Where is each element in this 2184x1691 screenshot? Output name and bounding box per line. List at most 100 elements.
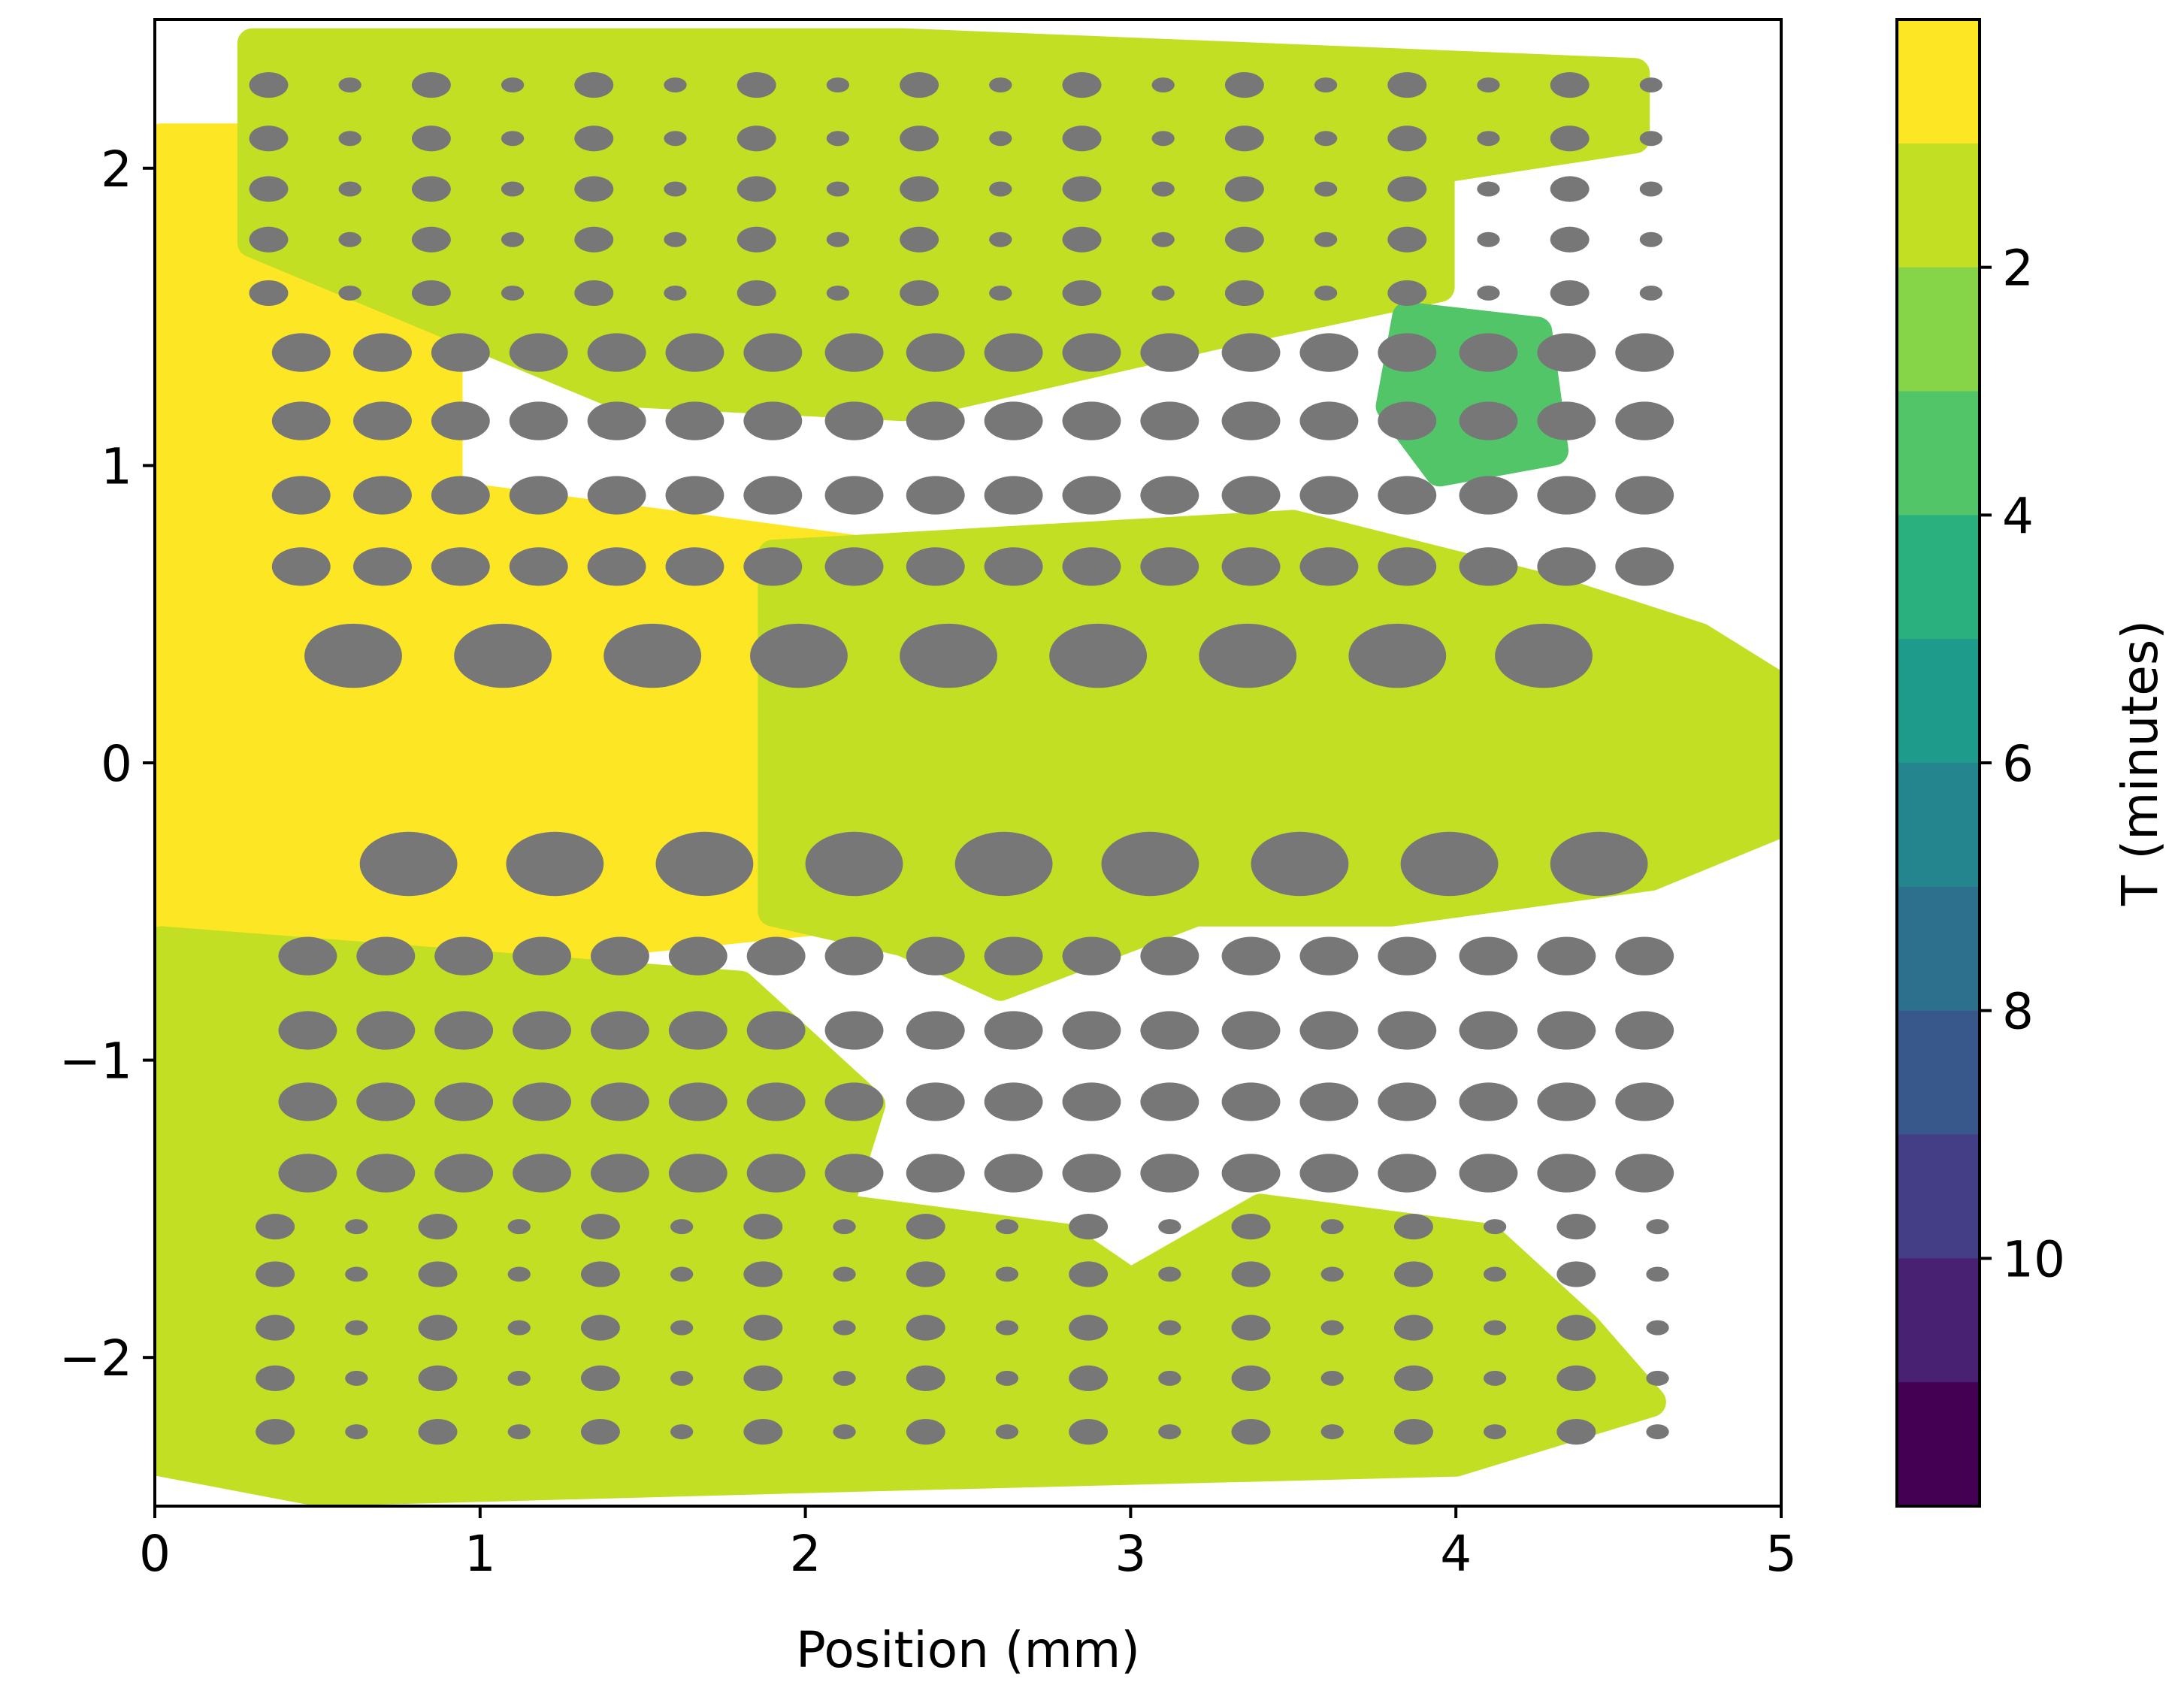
dot-r1-c0	[249, 126, 289, 152]
dot-r13-c1	[356, 1082, 416, 1121]
y-axis: −2 −1 0 1 2	[59, 141, 155, 1387]
dot-r2-c7	[826, 181, 850, 197]
dot-r6-c2	[431, 401, 490, 440]
dot-r16-c17	[1646, 1266, 1669, 1282]
dot-r16-c4	[580, 1261, 620, 1287]
dot-r13-c16	[1537, 1082, 1596, 1121]
dot-r6-c13	[1299, 401, 1359, 440]
dot-r8-c5	[665, 547, 724, 586]
dot-r16-c15	[1483, 1266, 1507, 1282]
dot-r0-c6	[737, 71, 776, 98]
dot-r10-c1	[506, 831, 604, 897]
dot-r19-c9	[995, 1424, 1019, 1440]
dot-r7-c9	[984, 476, 1043, 515]
dot-r8-c3	[509, 547, 568, 586]
x-tick-label-2: 2	[790, 1525, 821, 1583]
dot-r18-c15	[1483, 1370, 1507, 1386]
dot-r5-c3	[509, 333, 568, 372]
dot-r1-c9	[989, 131, 1012, 147]
dot-r0-c16	[1550, 71, 1590, 98]
dot-r11-c13	[1299, 936, 1359, 976]
dot-r10-c6	[1251, 831, 1349, 897]
colorbar-tick-label-1: 4	[2002, 487, 2034, 545]
dot-r3-c8	[900, 226, 939, 253]
dot-r6-c0	[271, 401, 331, 440]
dot-r18-c5	[670, 1370, 694, 1386]
dot-r1-c3	[501, 131, 525, 147]
dot-r13-c4	[590, 1082, 649, 1121]
dot-r15-c5	[670, 1219, 694, 1235]
dot-r4-c13	[1314, 285, 1338, 301]
x-tick-label-3: 3	[1115, 1525, 1146, 1583]
dot-r7-c17	[1615, 476, 1674, 515]
dot-r3-c6	[737, 226, 776, 253]
dot-r1-c15	[1477, 131, 1500, 147]
dot-r4-c15	[1477, 285, 1500, 301]
dot-r13-c17	[1615, 1082, 1674, 1121]
dot-r0-c10	[1062, 71, 1102, 98]
region-middle-band	[758, 510, 1781, 1001]
dot-r18-c13	[1320, 1370, 1344, 1386]
dot-r16-c11	[1158, 1266, 1181, 1282]
dot-r7-c10	[1062, 476, 1121, 515]
colorbar-level-8	[1897, 1010, 1980, 1136]
region-lower-green	[155, 926, 1666, 1506]
dot-r18-c0	[256, 1365, 295, 1391]
dot-r14-c3	[513, 1154, 571, 1193]
dot-r6-c6	[743, 401, 803, 440]
dot-r15-c8	[906, 1214, 945, 1240]
dot-r12-c12	[1221, 1011, 1281, 1050]
dot-r13-c13	[1299, 1082, 1359, 1121]
dot-r18-c4	[580, 1365, 620, 1391]
colorbar-level-10	[1897, 1258, 1980, 1384]
colorbar-tick-label-2: 6	[2002, 735, 2034, 793]
dot-r9-c0	[304, 623, 402, 688]
colorbar-level-4	[1897, 515, 1980, 640]
dot-r8-c2	[431, 547, 490, 586]
dot-r11-c5	[668, 936, 727, 976]
dot-r4-c6	[737, 280, 776, 307]
dot-r11-c0	[278, 936, 337, 976]
dot-r0-c15	[1477, 77, 1500, 93]
dot-r8-c1	[353, 547, 412, 586]
dot-r9-c2	[603, 623, 702, 688]
dot-r2-c10	[1062, 176, 1102, 202]
dot-r18-c1	[345, 1370, 368, 1386]
dot-r19-c7	[833, 1424, 856, 1440]
x-axis: 0 1 2 3 4 5	[139, 1506, 1797, 1583]
dot-r2-c8	[900, 176, 939, 202]
dot-r10-c4	[954, 831, 1053, 897]
dot-r8-c17	[1615, 547, 1674, 586]
dot-r16-c7	[833, 1266, 856, 1282]
dot-r0-c5	[664, 77, 687, 93]
dot-r3-c7	[826, 231, 850, 247]
dot-r1-c13	[1314, 131, 1338, 147]
dot-r2-c4	[574, 176, 614, 202]
colorbar-label: T (minutes)	[2111, 620, 2169, 906]
dot-r17-c16	[1556, 1314, 1596, 1341]
dot-r12-c15	[1459, 1011, 1518, 1050]
dot-r15-c3	[507, 1219, 531, 1235]
dot-r15-c10	[1069, 1214, 1109, 1240]
dot-r6-c11	[1140, 401, 1199, 440]
dot-r10-c7	[1400, 831, 1499, 897]
dot-r18-c6	[743, 1365, 783, 1391]
x-tick-label-4: 4	[1440, 1525, 1472, 1583]
dot-r0-c4	[574, 71, 614, 98]
dot-r13-c15	[1459, 1082, 1518, 1121]
dot-r8-c7	[824, 547, 884, 586]
dot-r11-c2	[434, 936, 494, 976]
dot-r6-c1	[353, 401, 412, 440]
colorbar: 2 4 6 8 10	[1895, 18, 2065, 1508]
dot-r7-c1	[353, 476, 412, 515]
dot-r13-c10	[1062, 1082, 1121, 1121]
dot-r9-c3	[750, 623, 848, 688]
dot-r12-c17	[1615, 1011, 1674, 1050]
dot-r4-c3	[501, 285, 525, 301]
dot-r1-c12	[1224, 126, 1264, 152]
dot-r3-c12	[1224, 226, 1264, 253]
dot-r14-c10	[1062, 1154, 1121, 1193]
dot-r14-c8	[906, 1154, 965, 1193]
dot-r15-c13	[1320, 1219, 1344, 1235]
dot-r5-c2	[431, 333, 490, 372]
